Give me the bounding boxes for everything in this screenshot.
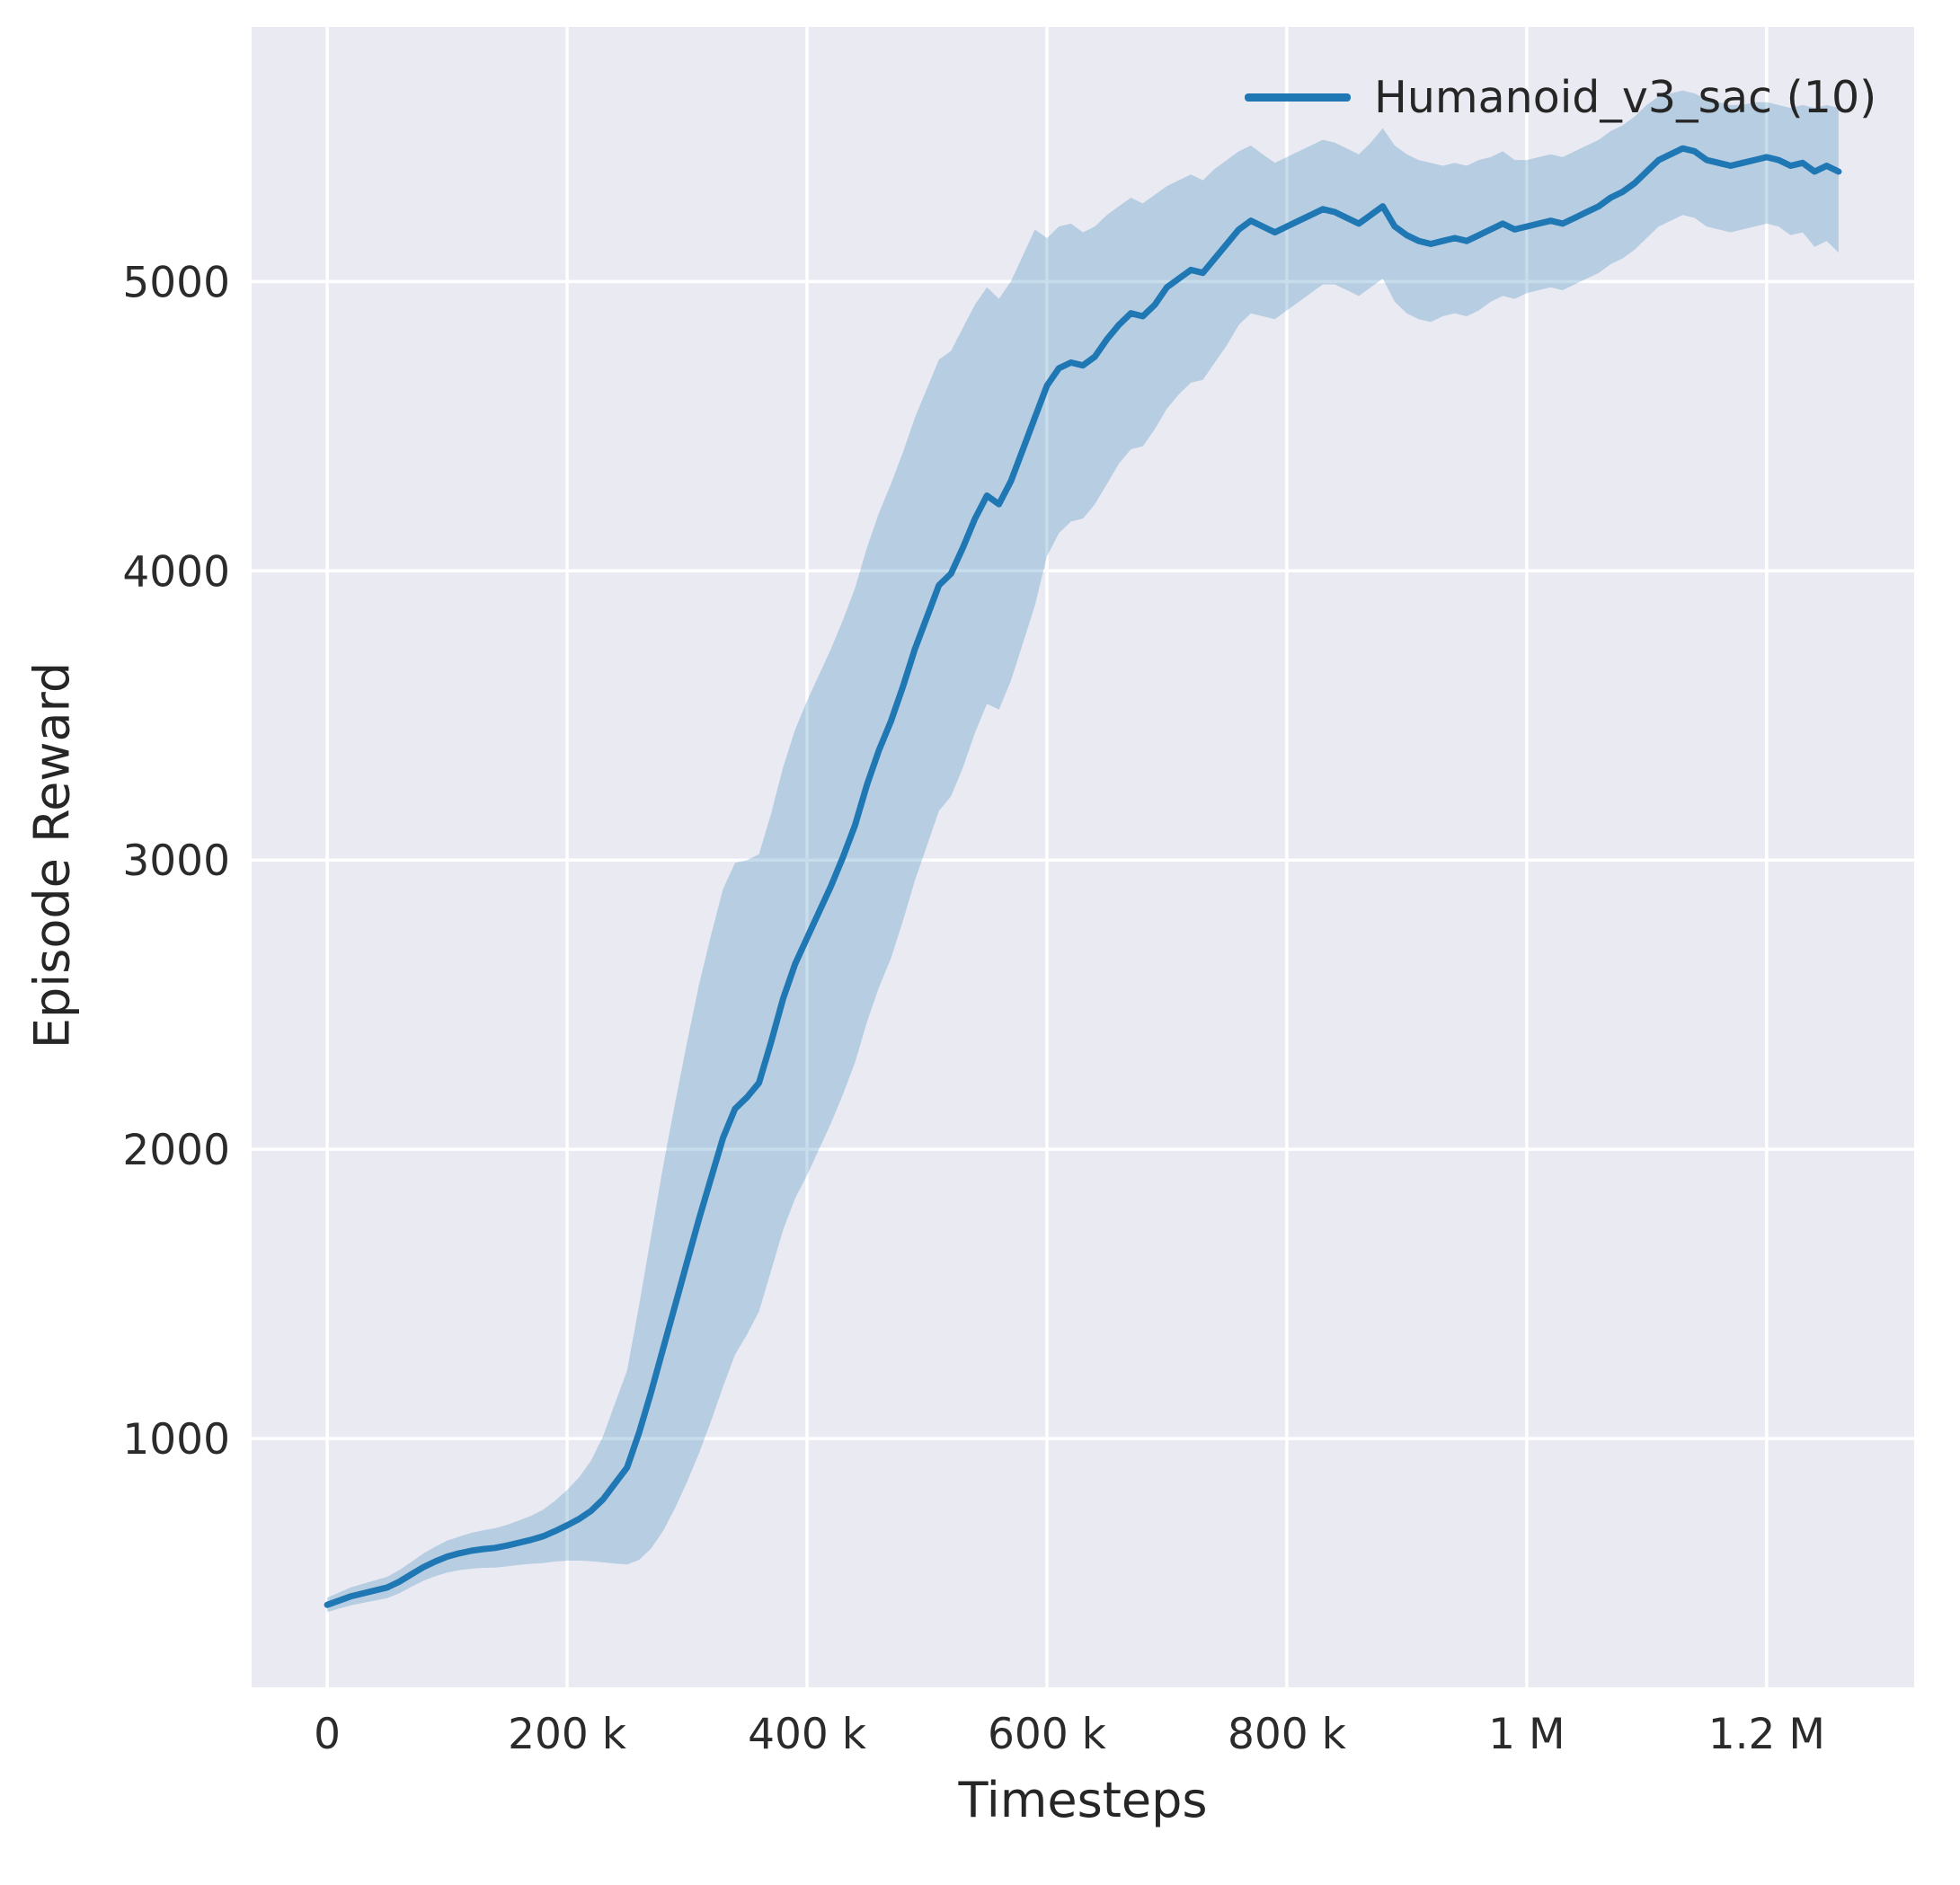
y-tick-label: 5000 (122, 258, 230, 307)
y-tick-label: 2000 (122, 1126, 230, 1175)
y-tick-label: 1000 (122, 1415, 230, 1465)
legend: Humanoid_v3_sac (10) (1245, 72, 1876, 123)
y-tick-label: 3000 (122, 836, 230, 886)
x-tick-label: 400 k (748, 1710, 867, 1759)
x-axis-label: Timesteps (958, 1772, 1208, 1828)
x-tick-label: 0 (314, 1710, 341, 1759)
x-tick-label: 800 k (1228, 1710, 1347, 1759)
mean-reward-line (324, 145, 1842, 1608)
x-tick-label: 1 M (1488, 1710, 1565, 1759)
y-tick-label: 4000 (122, 547, 230, 597)
x-tick-label: 600 k (988, 1710, 1107, 1759)
x-tick-label: 200 k (508, 1710, 627, 1759)
legend-line-swatch (1245, 93, 1351, 102)
x-tick-label: 1.2 M (1708, 1710, 1825, 1759)
y-axis-label: Episode Reward (23, 661, 81, 1049)
confidence-band (327, 90, 1839, 1613)
legend-label: Humanoid_v3_sac (10) (1374, 72, 1877, 123)
plot-area (252, 27, 1914, 1687)
